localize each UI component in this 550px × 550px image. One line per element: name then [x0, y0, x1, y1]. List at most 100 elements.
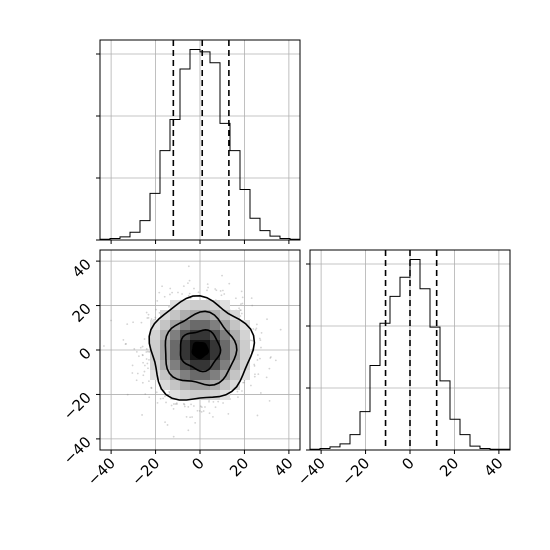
scatter-point — [170, 404, 173, 407]
scatter-point — [234, 297, 237, 300]
scatter-point — [207, 286, 209, 289]
scatter-point — [258, 337, 261, 340]
scatter-point — [145, 351, 148, 353]
scatter-point — [181, 293, 183, 295]
scatter-point — [250, 384, 252, 387]
scatter-point — [168, 390, 171, 393]
scatter-point — [142, 374, 145, 377]
density-cell — [190, 300, 200, 310]
density-cell — [230, 340, 240, 350]
scatter-point — [158, 291, 161, 294]
scatter-point — [187, 405, 190, 408]
scatter-point — [241, 296, 244, 299]
scatter-point — [194, 422, 197, 424]
scatter-point — [190, 403, 192, 406]
scatter-point — [147, 313, 150, 316]
density-cell — [220, 310, 230, 320]
scatter-point — [199, 405, 202, 408]
scatter-point — [220, 294, 223, 297]
scatter-point — [155, 391, 158, 394]
density-cell — [170, 380, 180, 390]
scatter-point — [139, 346, 142, 349]
scatter-point — [188, 292, 191, 295]
scatter-point — [212, 400, 215, 403]
right-x-tick-label: 40 — [480, 454, 506, 480]
joint-y-tick-label: −40 — [60, 433, 95, 468]
density-cell — [210, 350, 220, 360]
scatter-point — [155, 308, 158, 311]
scatter-point — [122, 339, 125, 341]
joint-y-tick-label: −20 — [60, 389, 95, 424]
density-contour — [191, 341, 210, 360]
right-grid — [310, 250, 510, 451]
top-grid — [100, 40, 300, 244]
scatter-point — [174, 403, 177, 405]
scatter-point — [144, 393, 147, 396]
density-contour — [179, 328, 222, 373]
density-cell — [160, 320, 170, 330]
right-x-ticks: −40 −20 0 20 40 — [294, 450, 507, 489]
scatter-point — [204, 406, 206, 408]
scatter-point — [222, 402, 224, 404]
density-cell — [180, 310, 190, 320]
density-contour — [164, 310, 238, 387]
right-x-tick-label: 0 — [398, 454, 417, 473]
scatter-point — [156, 300, 159, 302]
density-cell — [240, 360, 250, 370]
joint-y-ticks: −40 −20 0 20 40 — [60, 255, 100, 468]
density-cell — [170, 330, 180, 340]
scatter-point — [251, 339, 254, 342]
scatter-point — [251, 304, 254, 307]
density-cell — [220, 300, 230, 310]
scatter-point — [259, 339, 262, 342]
scatter-point — [135, 379, 138, 382]
scatter-point — [143, 364, 146, 367]
scatter-point — [124, 343, 127, 345]
scatter-point — [238, 307, 240, 310]
density-cell — [230, 320, 240, 330]
scatter-point — [241, 302, 244, 305]
density-cell — [210, 370, 220, 380]
scatter-point — [242, 381, 244, 384]
joint-density-panel: −40 −20 0 20 40 −40 −20 0 20 40 — [60, 249, 301, 489]
density-cell — [190, 360, 200, 370]
density-cell — [220, 360, 230, 370]
scatter-point — [177, 291, 179, 294]
density-cell — [180, 300, 190, 310]
right-x-tick-label: −40 — [294, 454, 329, 489]
density-cell — [200, 330, 210, 340]
scatter-point — [146, 350, 149, 353]
scatter-point — [135, 350, 138, 353]
density-cell — [230, 370, 240, 380]
density-cell — [150, 370, 160, 380]
scatter-point — [131, 364, 134, 367]
scatter-point — [187, 429, 190, 432]
scatter-point — [221, 289, 224, 292]
scatter-point — [142, 361, 144, 364]
scatter-point — [163, 395, 166, 398]
density-cell — [200, 370, 210, 380]
scatter-point — [103, 345, 105, 347]
scatter-point — [154, 316, 157, 319]
density-cell — [150, 330, 160, 340]
scatter-point — [187, 265, 190, 268]
scatter-point — [133, 348, 136, 350]
scatter-point — [147, 367, 149, 370]
scatter-point — [212, 416, 214, 418]
joint-x-ticks: −40 −20 0 20 40 — [84, 450, 297, 489]
scatter-point — [145, 311, 148, 314]
right-y-ticks — [306, 263, 310, 451]
scatter-point — [145, 348, 148, 350]
scatter-point — [228, 282, 231, 285]
density-cell — [190, 390, 200, 400]
joint-contours — [148, 294, 256, 401]
density-cell — [240, 340, 250, 350]
density-cell — [200, 360, 210, 370]
scatter-point — [193, 287, 195, 290]
scatter-point — [126, 393, 129, 396]
scatter-point — [158, 312, 161, 314]
scatter-point — [185, 415, 188, 418]
density-cell — [160, 380, 170, 390]
density-cell — [180, 370, 190, 380]
density-cell — [220, 330, 230, 340]
